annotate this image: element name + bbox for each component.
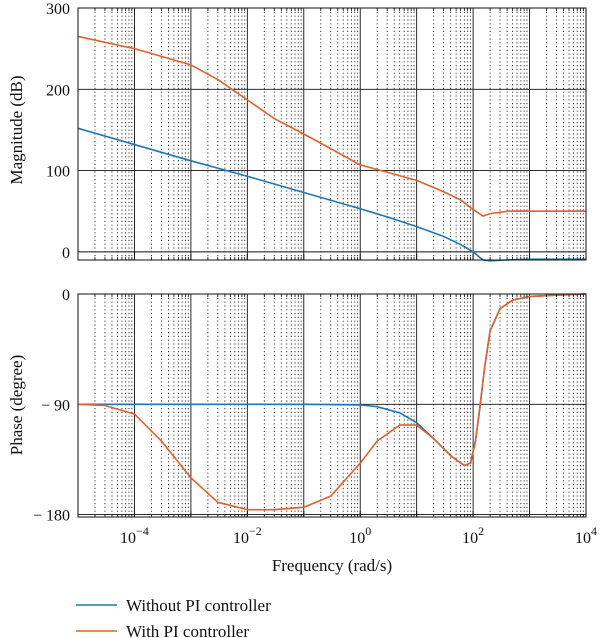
y-tick-label: 0 bbox=[62, 245, 70, 262]
y-tick-label: 200 bbox=[46, 82, 70, 99]
series-line-with-pi bbox=[77, 293, 587, 511]
x-tick-label: 104 bbox=[575, 524, 597, 547]
phase-series bbox=[77, 293, 587, 511]
magnitude-minor-grid bbox=[94, 8, 584, 260]
y-tick-label: − 90 bbox=[41, 397, 70, 414]
x-tick-label: 102 bbox=[462, 524, 484, 547]
series-line-with-pi bbox=[77, 35, 586, 217]
x-tick-label: 10−2 bbox=[233, 524, 262, 547]
legend: Without PI controller With PI controller bbox=[76, 596, 271, 638]
phase-y-tick-labels: 0 − 90 − 180 bbox=[33, 287, 70, 525]
phase-minor-grid bbox=[94, 294, 584, 517]
x-axis-label: Frequency (rad/s) bbox=[272, 556, 392, 575]
y-tick-label: 100 bbox=[46, 164, 70, 181]
magnitude-y-axis-label: Magnitude (dB) bbox=[7, 75, 26, 184]
magnitude-major-grid bbox=[77, 7, 587, 260]
legend-label-with-pi: With PI controller bbox=[126, 622, 249, 638]
phase-tick-marks bbox=[77, 294, 587, 517]
series-line-without-pi bbox=[78, 293, 587, 467]
phase-y-axis-label: Phase (degree) bbox=[7, 355, 26, 456]
frequency-x-tick-labels: 10−4 10−2 100 102 104 bbox=[120, 524, 597, 547]
legend-label-without-pi: Without PI controller bbox=[126, 596, 271, 615]
phase-major-grid bbox=[77, 293, 587, 517]
series-line-without-pi bbox=[77, 127, 586, 262]
y-tick-label: 0 bbox=[62, 287, 70, 304]
magnitude-series bbox=[77, 35, 586, 262]
phase-plot-frame bbox=[77, 293, 587, 518]
magnitude-tick-marks bbox=[77, 8, 587, 260]
magnitude-y-tick-labels: 0 100 200 300 bbox=[46, 1, 70, 262]
x-tick-label: 100 bbox=[349, 524, 371, 547]
y-tick-label: 300 bbox=[46, 1, 70, 18]
x-tick-label: 10−4 bbox=[120, 524, 149, 547]
magnitude-plot-frame bbox=[77, 7, 587, 261]
magnitude-panel: 0 100 200 300 Magnitude (dB) bbox=[7, 1, 587, 262]
y-tick-label: − 180 bbox=[33, 508, 70, 525]
phase-panel: 0 − 90 − 180 10−4 10−2 100 102 104 Phase (degr… bbox=[7, 287, 597, 575]
